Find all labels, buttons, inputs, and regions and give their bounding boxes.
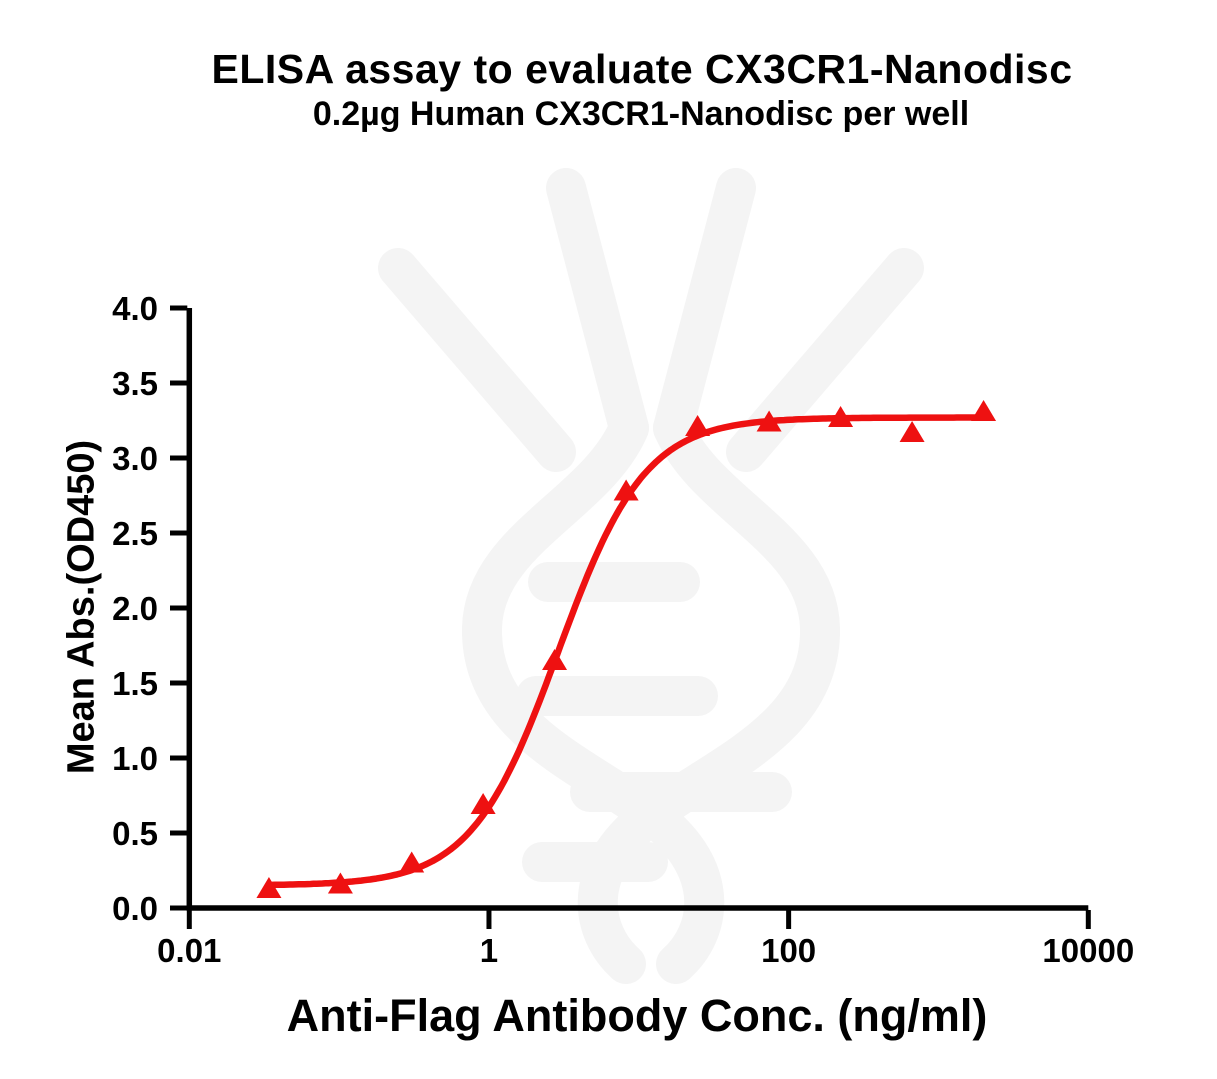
x-axis-label: Anti-Flag Antibody Conc. (ng/ml): [286, 990, 988, 1041]
chart-title: ELISA assay to evaluate CX3CR1-Nanodisc: [211, 46, 1073, 92]
data-point-marker: [613, 479, 639, 501]
data-point-marker: [971, 400, 997, 421]
y-tick-label: 1.0: [112, 740, 158, 777]
data-point-marker: [256, 877, 282, 898]
data-point-marker: [828, 406, 854, 427]
x-tick-label: 100: [761, 932, 816, 969]
data-point-marker: [327, 872, 353, 894]
y-tick-label: 0.0: [112, 890, 158, 927]
x-tick-label: 0.01: [157, 932, 221, 969]
y-tick-label: 3.5: [112, 365, 158, 402]
data-point-marker: [756, 410, 782, 432]
data-point-marker: [542, 649, 568, 670]
y-tick-label: 0.5: [112, 815, 158, 852]
chart-subtitle: 0.2µg Human CX3CR1-Nanodisc per well: [312, 95, 970, 133]
dna-helix-watermark: [461, 408, 841, 984]
x-tick-label: 1: [480, 932, 498, 969]
y-tick-label: 2.5: [112, 515, 158, 552]
y-axis-label: Mean Abs.(OD450): [60, 439, 103, 775]
data-point-marker: [399, 851, 425, 873]
y-tick-label: 1.5: [112, 665, 158, 702]
data-point-marker: [685, 415, 711, 436]
y-tick-label: 2.0: [112, 590, 158, 627]
x-tick-label: 10000: [1042, 932, 1134, 969]
axis-spines: [186, 308, 1089, 911]
y-tick-label: 3.0: [112, 440, 158, 477]
data-point-marker: [899, 421, 925, 442]
y-tick-label: 4.0: [112, 290, 158, 327]
data-point-marker: [470, 793, 496, 814]
